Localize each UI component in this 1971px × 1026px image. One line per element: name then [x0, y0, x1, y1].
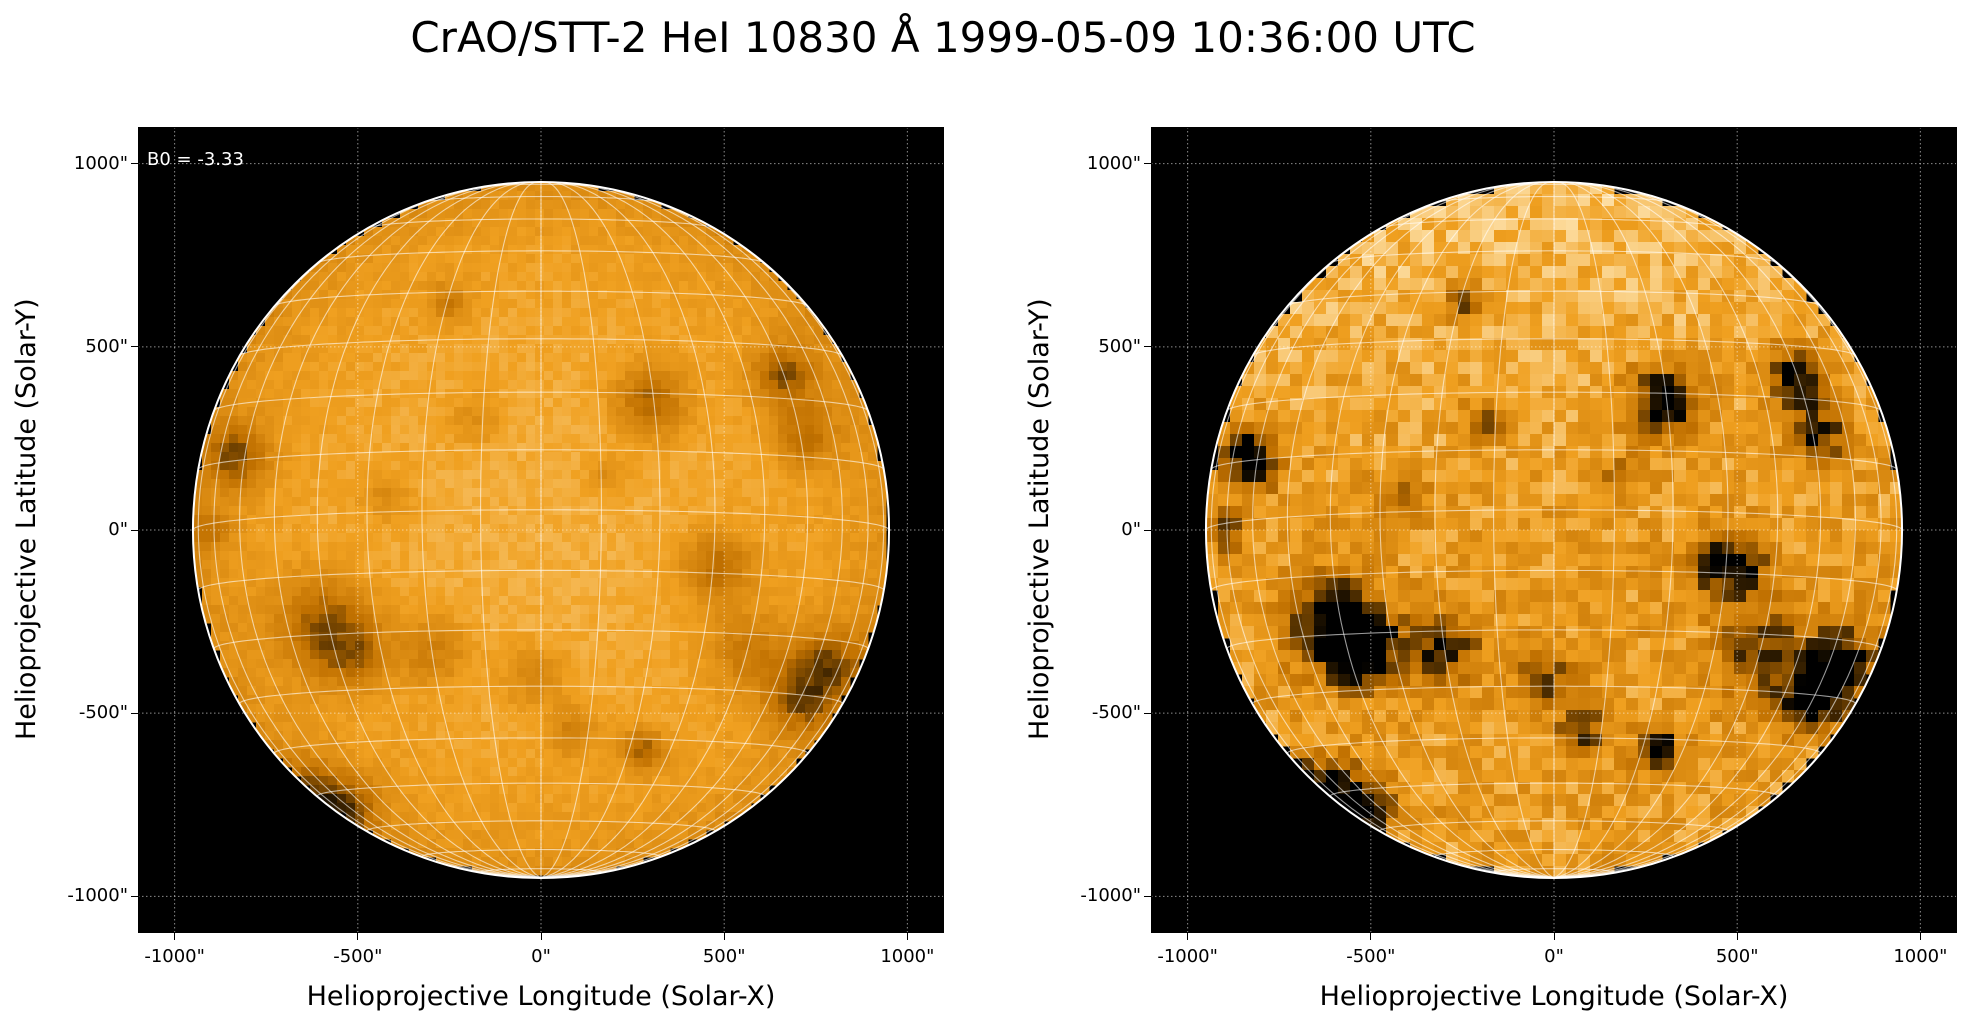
- right-y-tick-label: 1000": [1086, 152, 1141, 174]
- right-disk-pixels: [1206, 182, 1903, 879]
- left-x-tick-label: 1000": [880, 946, 935, 967]
- right-x-tick-label: 500": [1715, 946, 1759, 967]
- left-x-tick-label: -500": [333, 946, 383, 967]
- right-y-tick-label: -1000": [1080, 885, 1141, 907]
- left-y-axis-label: Helioprojective Latitude (Solar-Y): [11, 298, 42, 740]
- left-y-tick-label: 500": [85, 335, 128, 357]
- right-x-tick-label: -1000": [1157, 946, 1218, 967]
- left-y-tickmark: [131, 712, 138, 714]
- right-y-tick-label: -500": [1091, 702, 1141, 724]
- left-x-tick-label: -1000": [144, 946, 205, 967]
- left-x-axis-label: Helioprojective Longitude (Solar-X): [306, 981, 776, 1012]
- left-solar-image: [138, 127, 944, 933]
- right-y-axis-label: Helioprojective Latitude (Solar-Y): [1024, 298, 1055, 740]
- right-y-tickmark: [1144, 346, 1151, 348]
- left-y-tickmark: [131, 529, 138, 531]
- right-x-axis-label: Helioprojective Longitude (Solar-X): [1319, 981, 1789, 1012]
- right-solar-image: [1151, 127, 1957, 933]
- right-x-tickmark: [1553, 933, 1555, 940]
- left-x-tickmark: [906, 933, 908, 940]
- left-x-tickmark: [174, 933, 176, 940]
- left-plot-frame: [138, 127, 944, 933]
- right-plot-frame: [1151, 127, 1957, 933]
- figure-title: CrAO/STT-2 HeI 10830 Å 1999-05-09 10:36:…: [410, 13, 1476, 62]
- right-y-tickmark: [1144, 163, 1151, 165]
- right-y-tick-label: 500": [1098, 335, 1141, 357]
- left-x-tick-label: 500": [702, 946, 746, 967]
- right-x-tickmark: [1187, 933, 1189, 940]
- right-y-tick-label: 0": [1121, 519, 1141, 540]
- left-x-tickmark: [357, 933, 359, 940]
- right-x-tick-label: 1000": [1893, 946, 1948, 967]
- left-x-tick-label: 0": [531, 946, 551, 967]
- left-y-tick-label: -500": [78, 702, 128, 724]
- left-y-tick-label: 0": [108, 519, 128, 540]
- left-y-tickmark: [131, 346, 138, 348]
- right-x-tickmark: [1370, 933, 1372, 940]
- right-x-tickmark: [1736, 933, 1738, 940]
- left-x-tickmark: [540, 933, 542, 940]
- right-x-tick-label: -500": [1346, 946, 1396, 967]
- left-y-tickmark: [131, 895, 138, 897]
- right-y-tickmark: [1144, 895, 1151, 897]
- right-y-tickmark: [1144, 529, 1151, 531]
- left-solar-limb: [191, 180, 891, 880]
- right-y-tickmark: [1144, 712, 1151, 714]
- left-y-tick-label: -1000": [67, 885, 128, 907]
- left-y-tickmark: [131, 163, 138, 165]
- right-x-tickmark: [1919, 933, 1921, 940]
- left-x-tickmark: [723, 933, 725, 940]
- right-solar-limb: [1204, 180, 1904, 880]
- right-x-tick-label: 0": [1544, 946, 1564, 967]
- left-y-tick-label: 1000": [73, 152, 128, 174]
